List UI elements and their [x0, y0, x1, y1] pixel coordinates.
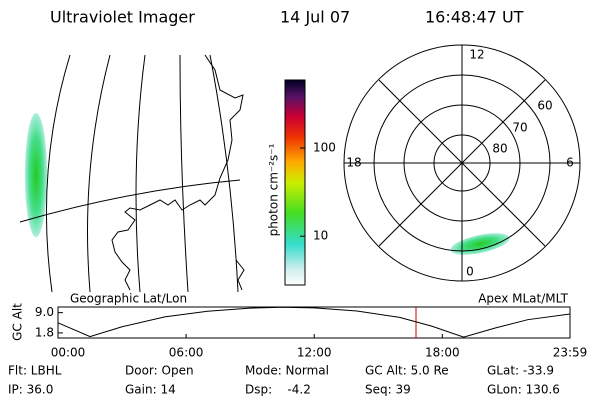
mlat-label: 80 [492, 142, 507, 156]
info-field: Mode: Normal [245, 364, 329, 378]
mlt-label: 12 [469, 48, 484, 62]
mlat-label: 70 [512, 121, 527, 135]
polar-label: Apex MLat/MLT [478, 292, 568, 306]
meridian [209, 54, 239, 293]
info-field: Dsp: -4.2 [245, 383, 311, 397]
y-tick-label: 9.0 [35, 305, 54, 319]
polar-plot: 12 18 6 0 60 70 80 [343, 44, 581, 282]
y-tick-label: 1.8 [35, 325, 54, 339]
meridian [45, 54, 71, 293]
time: 16:48:47 UT [425, 8, 524, 27]
x-tick-label: 12:00 [297, 346, 332, 360]
coastline [111, 54, 244, 291]
colorbar-tick-label: 100 [313, 141, 336, 155]
date: 14 Jul 07 [280, 8, 350, 27]
parallel [19, 179, 241, 223]
info-field: Seq: 39 [365, 383, 411, 397]
title: Ultraviolet Imager [50, 8, 195, 27]
map-label: Geographic Lat/Lon [70, 292, 187, 306]
mlt-label: 6 [566, 156, 574, 170]
aurora [25, 113, 47, 237]
aurora [450, 233, 510, 255]
info-field: IP: 36.0 [8, 383, 53, 397]
plot-frame [57, 306, 571, 339]
info-field: Flt: LBHL [8, 364, 62, 378]
meridian [87, 54, 111, 293]
mlt-label: 18 [346, 156, 361, 170]
mlat-label: 60 [537, 99, 552, 113]
colorbar [284, 79, 306, 286]
coastline [235, 259, 245, 291]
x-tick-label: 18:00 [425, 346, 460, 360]
mlt-label: 0 [466, 265, 474, 279]
colorbar-label: photon cm⁻²s⁻¹ [267, 143, 281, 236]
x-tick-label: 00:00 [51, 346, 86, 360]
x-tick-label: 23:59 [553, 346, 588, 360]
info-field: Gain: 14 [125, 383, 176, 397]
info-field: Door: Open [125, 364, 194, 378]
meridian [179, 54, 189, 293]
y-axis-label: GC Alt [11, 303, 25, 341]
info-field: GLat: -33.9 [487, 364, 554, 378]
x-tick-label: 06:00 [169, 346, 204, 360]
info-field: GC Alt: 5.0 Re [365, 364, 449, 378]
info-field: GLon: 130.6 [487, 383, 560, 397]
altitude-line [57, 306, 571, 338]
meridian [135, 54, 146, 293]
spoke [378, 79, 546, 247]
map [19, 54, 245, 293]
colorbar-tick-label: 10 [313, 229, 328, 243]
